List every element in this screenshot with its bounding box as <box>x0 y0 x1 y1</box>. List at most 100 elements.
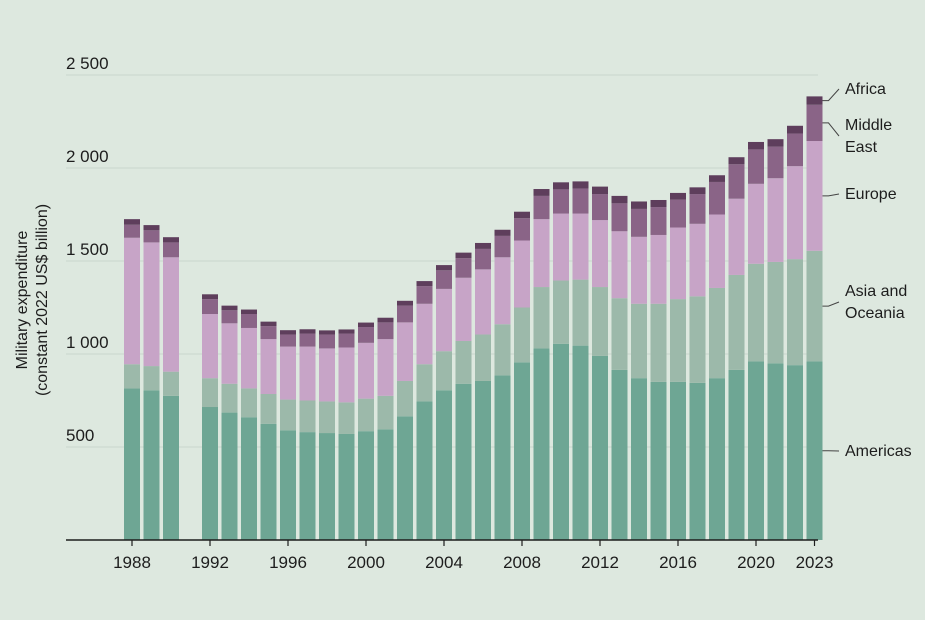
bar-segment <box>475 248 491 270</box>
bar-segment <box>553 213 569 281</box>
bar-segment <box>338 402 355 434</box>
bar-segment <box>436 270 452 289</box>
bar-marks <box>124 96 823 540</box>
bar-segment <box>202 294 218 300</box>
legend-entry: Americas <box>845 443 912 460</box>
bar-segment <box>553 343 569 540</box>
bar-segment <box>124 388 140 540</box>
bar-segment <box>767 139 784 147</box>
bar-segment <box>436 265 452 271</box>
bar-segment <box>748 141 764 150</box>
x-tick-label: 1996 <box>269 553 307 572</box>
bar-segment <box>787 259 803 366</box>
bar-segment <box>338 347 355 403</box>
bar-segment <box>631 236 647 304</box>
bar-segment <box>689 223 706 297</box>
bar-segment <box>124 224 140 238</box>
bar-segment <box>358 431 374 540</box>
bar-segment <box>631 378 647 540</box>
bar-segment <box>377 395 394 430</box>
bar-segment <box>572 345 589 540</box>
bar-segment <box>416 286 433 304</box>
bar-segment <box>611 231 628 299</box>
bar-segment <box>338 333 355 348</box>
bar-segment <box>124 237 140 365</box>
bar-segment <box>436 288 452 352</box>
bar-segment <box>709 175 725 182</box>
bar-segment <box>631 201 647 209</box>
bar-segment <box>572 279 589 346</box>
bar-segment <box>299 432 316 540</box>
bar-segment <box>299 346 316 401</box>
bar-segment <box>514 240 530 308</box>
bar-segment <box>553 280 569 344</box>
bar-segment <box>475 242 491 249</box>
bar-segment <box>143 242 160 367</box>
bar-segment <box>221 412 238 540</box>
bar-segment <box>514 307 530 363</box>
bar-segment <box>533 287 550 349</box>
bar-segment <box>124 219 140 225</box>
y-axis-title: Military expenditure (constant 2022 US$ … <box>14 204 51 396</box>
bar-segment <box>533 219 550 288</box>
bar-segment <box>670 381 686 540</box>
bar-segment <box>592 194 608 221</box>
bar-segment <box>748 149 764 184</box>
bar-segment <box>299 333 316 347</box>
bar-segment <box>572 181 589 189</box>
bar-segment <box>494 235 511 258</box>
bar-segment <box>553 189 569 214</box>
bar-segment <box>202 407 218 540</box>
bar-segment <box>533 189 550 196</box>
bar-segment <box>455 252 472 259</box>
bar-segment <box>319 334 335 349</box>
bar-segment <box>514 218 530 241</box>
bar-segment <box>631 208 647 237</box>
y-tick-labels: 500 1 000 1 500 2 000 2 500 <box>66 54 109 445</box>
bar-segment <box>260 393 277 424</box>
bar-segment <box>689 187 706 195</box>
bar-segment <box>338 433 355 540</box>
x-tick-label: 2023 <box>796 553 834 572</box>
bar-segment <box>592 287 608 356</box>
legend-leader-line <box>822 122 840 137</box>
bar-segment <box>202 299 218 315</box>
bar-segment <box>767 261 784 364</box>
x-tick-label: 1992 <box>191 553 229 572</box>
bar-segment <box>143 390 160 540</box>
bar-segment <box>358 398 374 432</box>
bar-segment <box>592 220 608 288</box>
bar-segment <box>163 242 179 258</box>
bar-segment <box>806 250 823 362</box>
legend-leader-line <box>822 193 840 197</box>
bar-segment <box>728 157 745 165</box>
bar-segment <box>553 182 569 190</box>
x-tick-label: 2008 <box>503 553 541 572</box>
bar-segment <box>533 195 550 220</box>
bar-segment <box>397 322 413 381</box>
bar-segment <box>260 321 277 327</box>
bar-segment <box>319 401 335 434</box>
bar-segment <box>299 329 316 334</box>
bar-segment <box>241 327 257 389</box>
bar-segment <box>475 269 491 335</box>
bar-segment <box>689 382 706 540</box>
bar-segment <box>358 322 374 328</box>
bar-segment <box>416 281 433 287</box>
bar-segment <box>436 390 452 540</box>
bar-segment <box>631 303 647 379</box>
legend: Americas Asia and Oceania Europe Middle East A… <box>822 81 912 460</box>
bar-segment <box>455 258 472 278</box>
bar-segment <box>377 339 394 396</box>
bar-segment <box>202 378 218 408</box>
bar-segment <box>494 375 511 540</box>
bar-segment <box>533 348 550 540</box>
bar-segment <box>806 141 823 251</box>
bar-segment <box>280 430 296 540</box>
bar-segment <box>397 305 413 323</box>
bar-segment <box>260 339 277 394</box>
legend-leader-line <box>822 88 840 102</box>
bar-segment <box>143 230 160 243</box>
bar-segment <box>338 329 355 334</box>
